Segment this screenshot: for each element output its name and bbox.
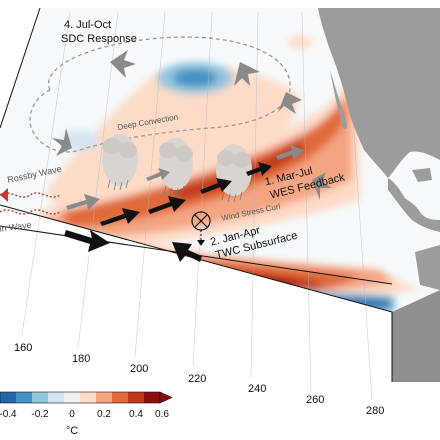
kelvin-arrow-main [64, 230, 110, 252]
colorbar-tick-04: 0.4 [129, 409, 143, 420]
cloud-2 [159, 138, 193, 197]
wes-arrow-4 [246, 162, 272, 176]
baja-peninsula [330, 70, 347, 129]
colorbar-max-triangle [159, 391, 173, 404]
sdc-arrow-1 [110, 50, 136, 78]
stage-4-label: 4. Jul-Oct SDC Response [61, 19, 137, 45]
gray-westerly-arrows [66, 145, 304, 210]
longitude-gridlines [21, 11, 373, 401]
colorbar-cell [112, 392, 129, 403]
wave-signals [0, 192, 61, 215]
gray-arrow-2 [276, 145, 304, 160]
colorbar-tick-02: 0.2 [97, 409, 111, 420]
box-side-face [392, 290, 440, 382]
lon-tick-160: 160 [14, 342, 32, 354]
colorbar-cell [128, 392, 145, 403]
gray-arrow-3 [146, 168, 170, 181]
colorbar-tick-06: 0.6 [155, 409, 169, 420]
rossby-wave-path [0, 192, 61, 198]
colorbar-cell [32, 392, 49, 403]
yucatan [412, 168, 432, 182]
north-america [318, 8, 440, 178]
wes-wind-arrows [64, 162, 272, 262]
lon-tick-200: 200 [130, 363, 148, 375]
colorbar-cell [16, 392, 33, 403]
colorbar-cell [48, 392, 65, 403]
colorbar-tick-neg04: -0.4 [0, 409, 17, 420]
central-america [388, 178, 440, 232]
rossby-arrowhead [0, 188, 8, 202]
wes-arrow-1 [100, 208, 140, 226]
sdc-arrow-5 [312, 172, 332, 200]
lon-tick-260: 260 [306, 394, 324, 406]
colorbar-unit: °C [66, 425, 78, 437]
lon-tick-240: 240 [248, 383, 266, 395]
gray-arrow-1 [66, 194, 100, 210]
wind-stress-curl-symbol [191, 211, 211, 246]
colorbar-cells [0, 392, 161, 403]
colorbar-cell [96, 392, 113, 403]
twc-arrow [172, 242, 202, 262]
lon-tick-280: 280 [366, 405, 384, 417]
cloud-1 [102, 134, 138, 191]
colorbar-tick-0: 0 [69, 409, 75, 420]
sdc-arrow-2 [234, 62, 260, 86]
colorbar-cell [144, 392, 161, 403]
wes-arrow-3 [200, 178, 232, 194]
sdc-circulation [29, 36, 332, 200]
south-america [415, 245, 440, 290]
wes-arrow-2 [148, 196, 186, 214]
land [318, 8, 440, 290]
stage-4-line-1: 4. Jul-Oct [64, 19, 111, 31]
lon-tick-220: 220 [188, 373, 206, 385]
sdc-arrow-4 [52, 128, 72, 156]
longitude-ticks: 160 180 200 220 240 260 280 [14, 342, 384, 417]
lon-tick-180: 180 [72, 353, 90, 365]
sdc-dashed-loop [29, 36, 291, 153]
kelvin-wave-label: in Wave [0, 220, 32, 234]
sdc-arrow-3 [278, 92, 302, 114]
colorbar-cell [0, 392, 17, 403]
rossby-wave-path-2 [0, 209, 61, 215]
colorbar-cell [64, 392, 81, 403]
colorbar-tick-neg02: -0.2 [31, 409, 49, 420]
colorbar: -0.4 -0.2 0 0.2 0.4 0.6 °C [0, 391, 173, 437]
colorbar-cell [80, 392, 97, 403]
stage-4-line-2: SDC Response [61, 33, 137, 45]
